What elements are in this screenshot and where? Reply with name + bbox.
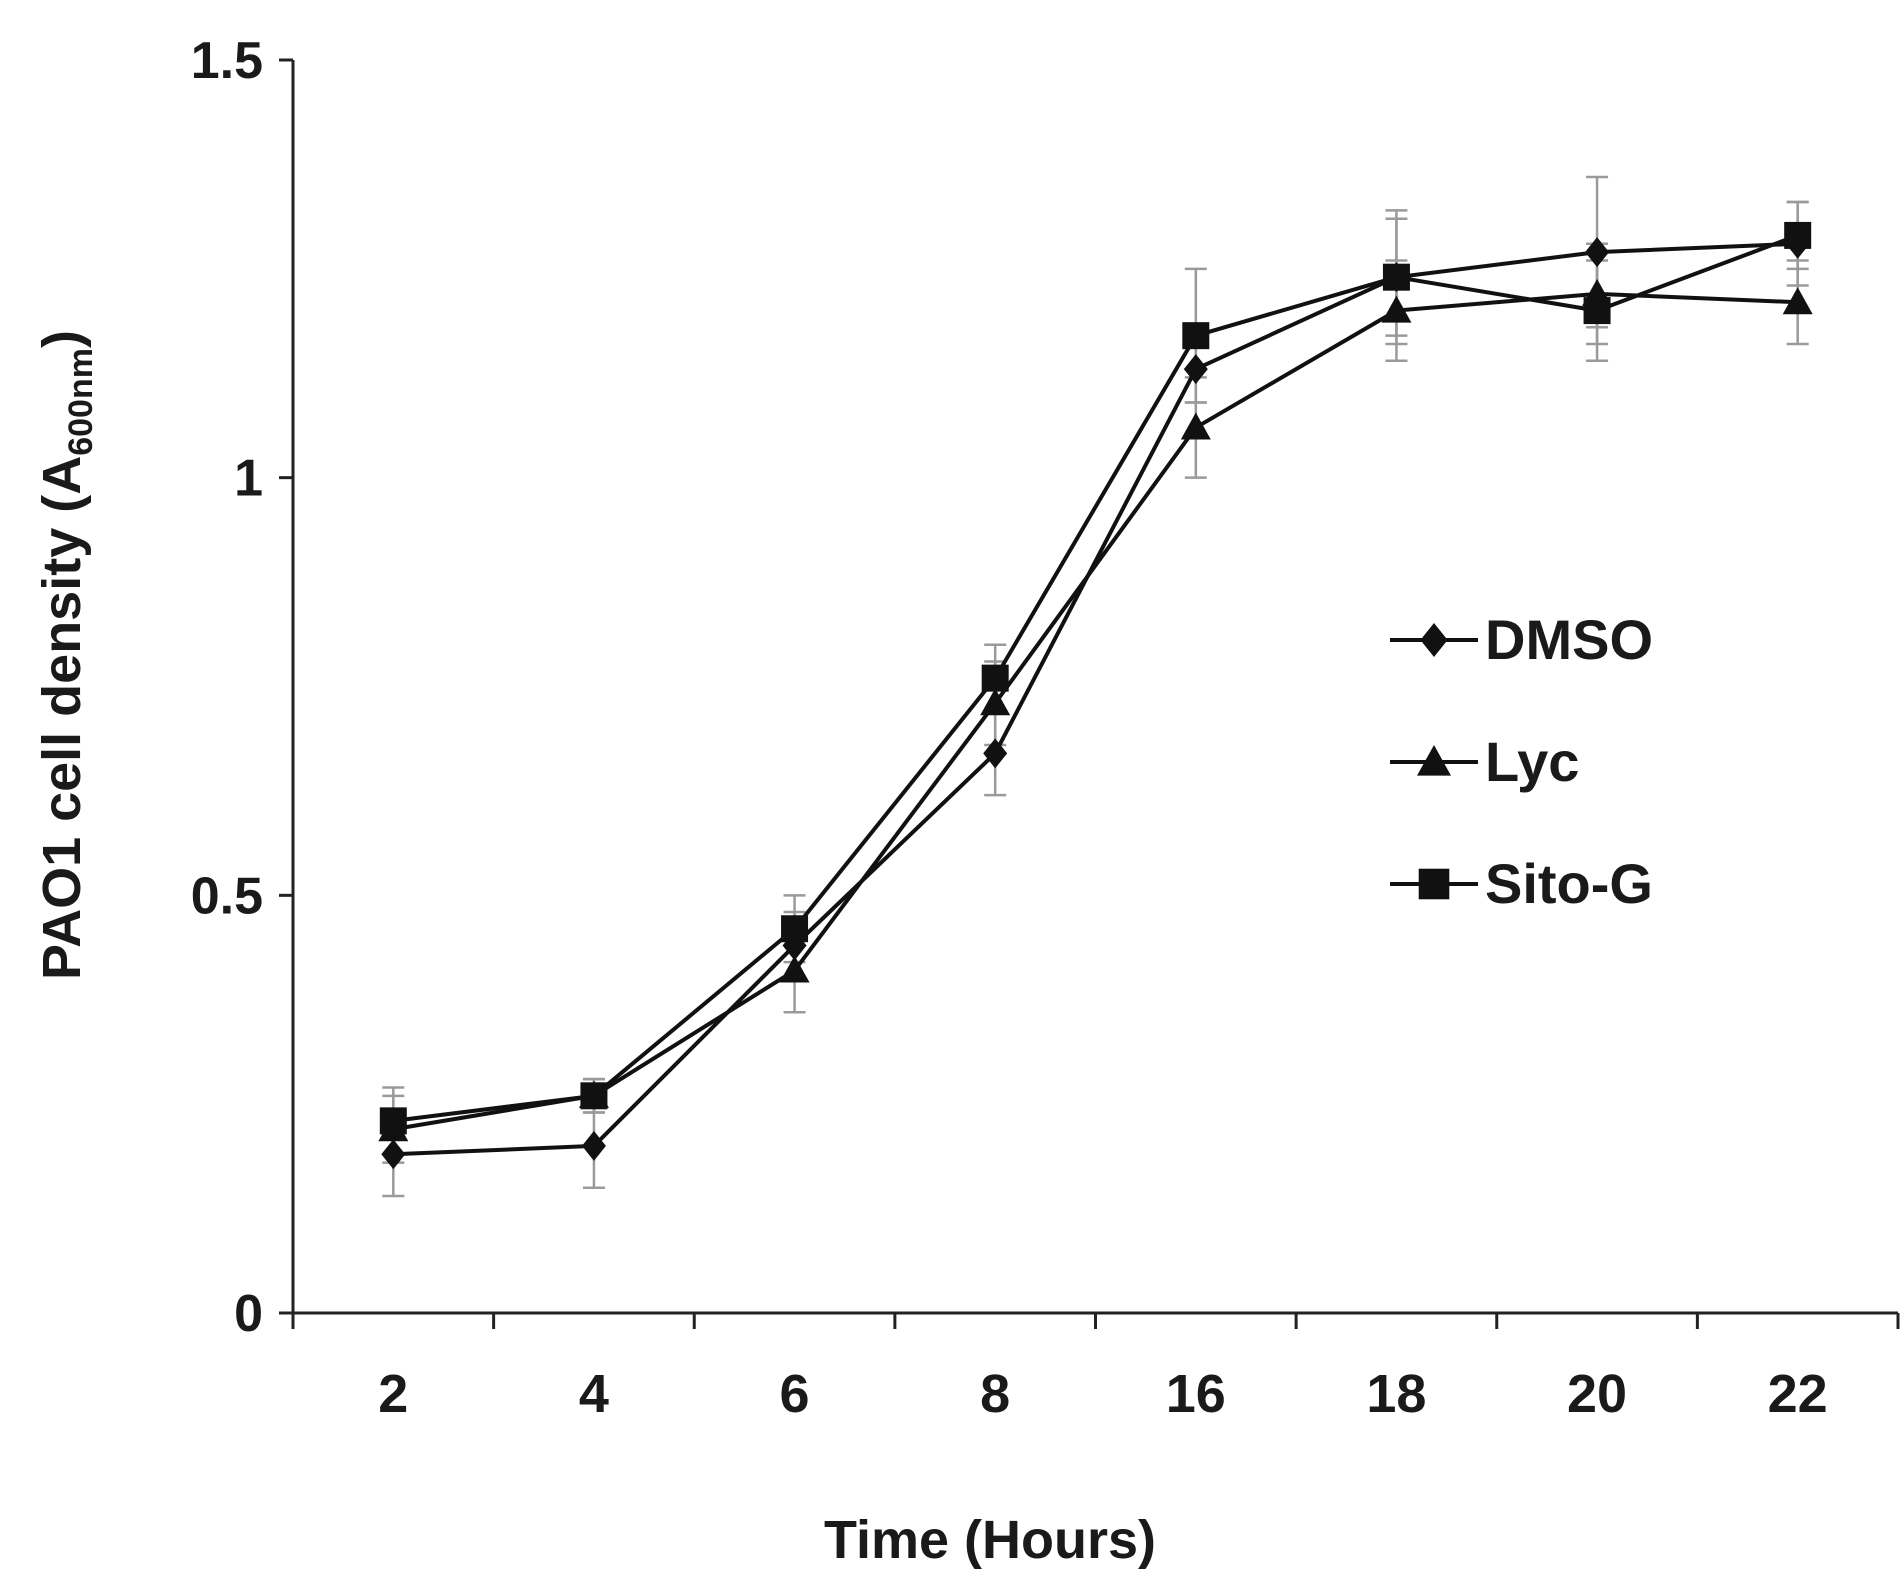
legend-marker-lyc [1417, 745, 1451, 776]
y-axis-label-main: PAO1 cell density (A [32, 456, 92, 980]
x-tick-label: 8 [980, 1364, 1010, 1424]
x-tick-label: 4 [579, 1364, 609, 1424]
x-axis-label: Time (Hours) [824, 1510, 1156, 1570]
x-tick-label: 20 [1567, 1364, 1627, 1424]
data-point-sito-g [1784, 221, 1812, 249]
data-point-sito-g [981, 664, 1009, 692]
data-point-dmso [581, 1130, 606, 1161]
legend-label-dmso: DMSO [1485, 608, 1653, 671]
data-point-dmso [1585, 237, 1610, 268]
data-point-sito-g [781, 915, 809, 943]
data-point-dmso [1183, 354, 1208, 385]
data-point-lyc [779, 955, 810, 983]
y-tick-label: 0.5 [191, 867, 263, 925]
axes [279, 58, 1900, 1329]
error-bars [382, 175, 1809, 1198]
series-line-sito-g [393, 233, 1799, 1123]
y-axis-label-subscript: 600nm [62, 348, 100, 456]
series-markers [378, 221, 1813, 1170]
x-tick-label: 2 [378, 1364, 408, 1424]
tick-labels: 0 0.5 1 1.5 2 4 6 8 16 18 20 22 [191, 32, 1828, 1424]
legend-marker-dmso [1420, 623, 1448, 657]
x-tick-label: 18 [1366, 1364, 1426, 1424]
y-axis-label-close: ) [32, 330, 92, 348]
legend-label-sito-g: Sito-G [1485, 852, 1653, 915]
data-point-dmso [983, 738, 1008, 769]
x-tick-label: 6 [780, 1364, 810, 1424]
y-tick-label: 0 [234, 1285, 263, 1343]
data-point-sito-g [1583, 297, 1611, 325]
y-tick-label: 1 [234, 450, 263, 508]
series-line-dmso [393, 241, 1798, 1157]
legend-marker-sito-g [1418, 868, 1450, 900]
data-point-sito-g [379, 1107, 407, 1135]
data-point-lyc [1180, 412, 1211, 440]
data-point-lyc [1782, 287, 1813, 315]
data-point-dmso [381, 1139, 406, 1170]
data-point-sito-g [1382, 263, 1410, 291]
data-point-sito-g [580, 1082, 608, 1110]
series-line-lyc [392, 291, 1798, 1132]
data-point-sito-g [1182, 322, 1210, 350]
x-tick-label: 16 [1166, 1364, 1226, 1424]
legend-label-lyc: Lyc [1485, 730, 1579, 793]
y-axis-label: PAO1 cell density (A600nm) [32, 330, 100, 980]
y-tick-label: 1.5 [191, 32, 263, 90]
data-point-lyc [980, 688, 1011, 716]
legend: DMSO Lyc Sito-G [1390, 608, 1653, 915]
series-lines [392, 233, 1799, 1157]
data-point-lyc [1381, 295, 1412, 323]
x-tick-label: 22 [1768, 1364, 1828, 1424]
